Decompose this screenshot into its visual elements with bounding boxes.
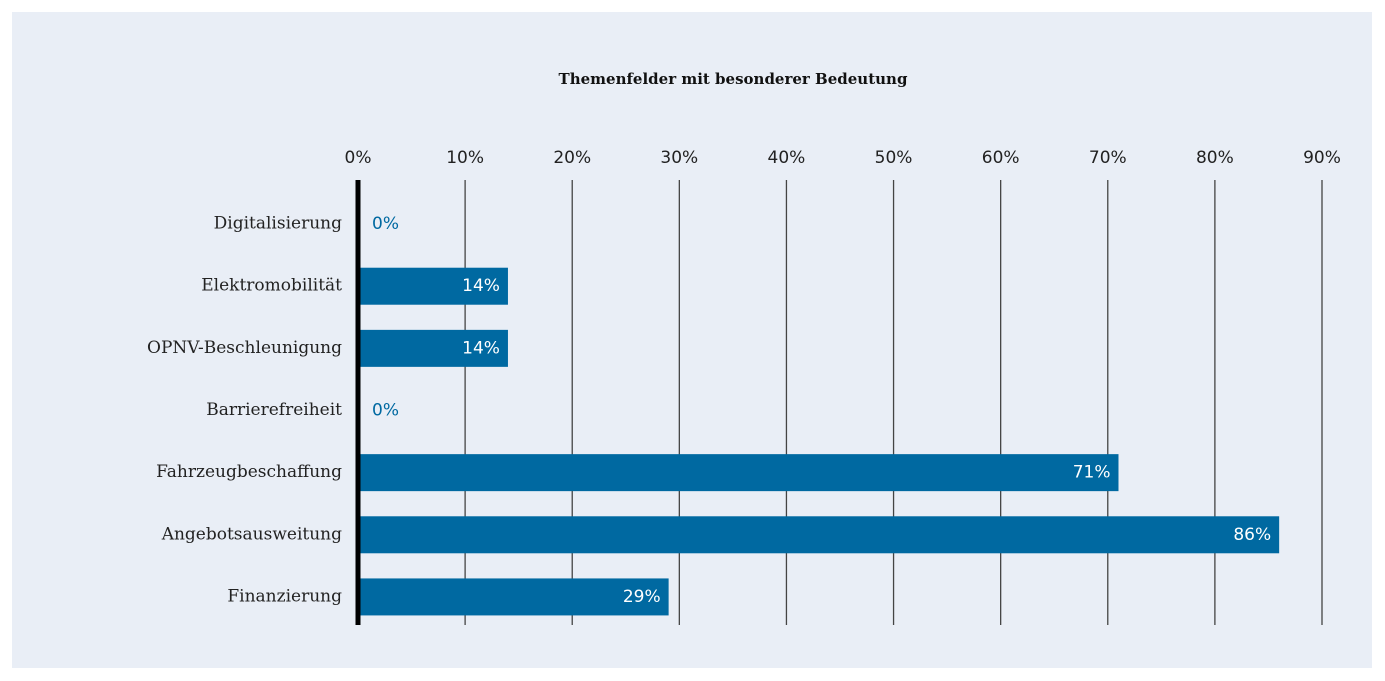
x-tick-label: 50% bbox=[875, 148, 913, 168]
y-tick-label: Fahrzeugbeschaffung bbox=[156, 462, 342, 482]
y-tick-label: Angebotsausweitung bbox=[161, 524, 342, 544]
x-tick-label: 70% bbox=[1089, 148, 1127, 168]
x-tick-label: 0% bbox=[345, 148, 372, 168]
chart-title: Themenfelder mit besonderer Bedeutung bbox=[559, 70, 908, 88]
bar bbox=[358, 516, 1280, 554]
panel bbox=[12, 12, 1372, 668]
y-tick-label: Barrierefreiheit bbox=[206, 400, 342, 420]
bar bbox=[358, 454, 1119, 492]
x-tick-label: 40% bbox=[768, 148, 806, 168]
value-label: 86% bbox=[1233, 525, 1271, 545]
y-tick-label: Finanzierung bbox=[227, 586, 342, 606]
y-tick-label: OPNV-Beschleunigung bbox=[147, 338, 342, 358]
x-tick-label: 30% bbox=[660, 148, 698, 168]
y-tick-label: Digitalisierung bbox=[214, 214, 342, 234]
value-label: 14% bbox=[462, 338, 500, 358]
bar bbox=[358, 267, 508, 305]
x-tick-label: 80% bbox=[1196, 148, 1234, 168]
value-label: 14% bbox=[462, 276, 500, 296]
bar bbox=[358, 329, 508, 367]
value-label: 71% bbox=[1073, 463, 1111, 483]
bar bbox=[358, 578, 669, 616]
x-tick-label: 60% bbox=[982, 148, 1020, 168]
value-label: 0% bbox=[372, 401, 399, 421]
x-tick-label: 10% bbox=[446, 148, 484, 168]
value-label: 29% bbox=[623, 587, 661, 607]
y-tick-label: Elektromobilität bbox=[201, 276, 342, 296]
x-tick-label: 20% bbox=[553, 148, 591, 168]
x-tick-label: 90% bbox=[1303, 148, 1341, 168]
value-label: 0% bbox=[372, 214, 399, 234]
